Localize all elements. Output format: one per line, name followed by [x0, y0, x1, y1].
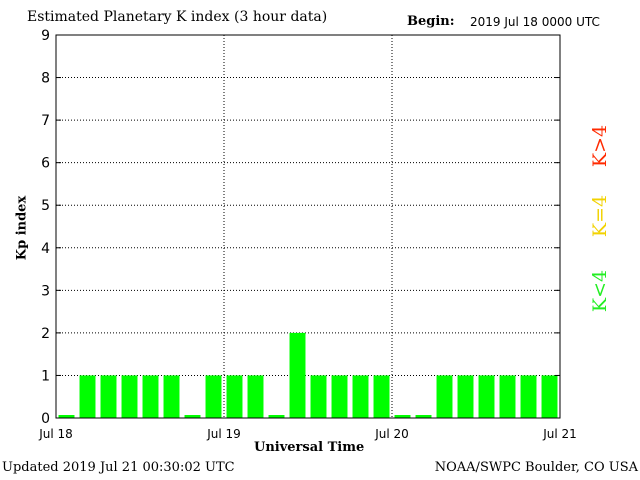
kp-bar	[121, 375, 138, 418]
x-axis-label: Universal Time	[254, 440, 365, 455]
kp-bar	[520, 375, 537, 418]
kp-bar	[478, 375, 495, 418]
y-axis-label: Kp index	[14, 195, 30, 261]
x-tick-label: Jul 20	[374, 427, 409, 441]
kp-bar	[541, 375, 558, 418]
updated-timestamp: Updated 2019 Jul 21 00:30:02 UTC	[2, 460, 235, 475]
kp-bar	[415, 415, 432, 418]
kp-bar	[457, 375, 474, 418]
kp-bar	[226, 375, 243, 418]
y-tick-label: 3	[41, 283, 50, 299]
kp-bar	[184, 415, 201, 418]
legend-k-equal-4: K=4	[589, 194, 611, 238]
y-tick-label: 4	[41, 241, 50, 257]
kp-bar	[163, 375, 180, 418]
x-tick-label: Jul 21	[542, 427, 577, 441]
chart-title: Estimated Planetary K index (3 hour data…	[27, 9, 328, 25]
kp-bar	[499, 375, 516, 418]
plot-frame	[55, 34, 561, 419]
kp-bar	[373, 375, 390, 418]
legend-k-less-4: K<4	[589, 269, 611, 313]
kp-bar	[205, 375, 222, 418]
kp-bar	[352, 375, 369, 418]
kp-bar	[331, 375, 348, 418]
y-tick-label: 6	[41, 156, 50, 172]
kp-bar	[142, 375, 159, 418]
kp-bar	[79, 375, 96, 418]
kp-bar	[58, 415, 75, 418]
credit-text: NOAA/SWPC Boulder, CO USA	[434, 460, 638, 475]
kp-bar	[394, 415, 411, 418]
y-tick-label: 7	[41, 113, 50, 129]
y-tick-label: 0	[41, 411, 50, 427]
y-tick-label: 1	[41, 368, 50, 384]
x-tick-label: Jul 19	[206, 427, 241, 441]
y-tick-label: 8	[41, 71, 50, 87]
y-tick-label: 2	[41, 326, 50, 342]
begin-value: 2019 Jul 18 0000 UTC	[470, 15, 600, 29]
kp-bar	[100, 375, 117, 418]
kp-bar	[310, 375, 327, 418]
legend-k-greater-4: K>4	[589, 124, 611, 168]
kp-bar	[268, 415, 285, 418]
y-tick-label: 5	[41, 198, 50, 214]
kp-bar	[247, 375, 264, 418]
kp-bar	[436, 375, 453, 418]
x-tick-label: Jul 18	[38, 427, 73, 441]
begin-label: Begin:	[407, 14, 455, 29]
y-tick-label: 9	[41, 28, 50, 44]
kp-bar	[289, 332, 306, 418]
